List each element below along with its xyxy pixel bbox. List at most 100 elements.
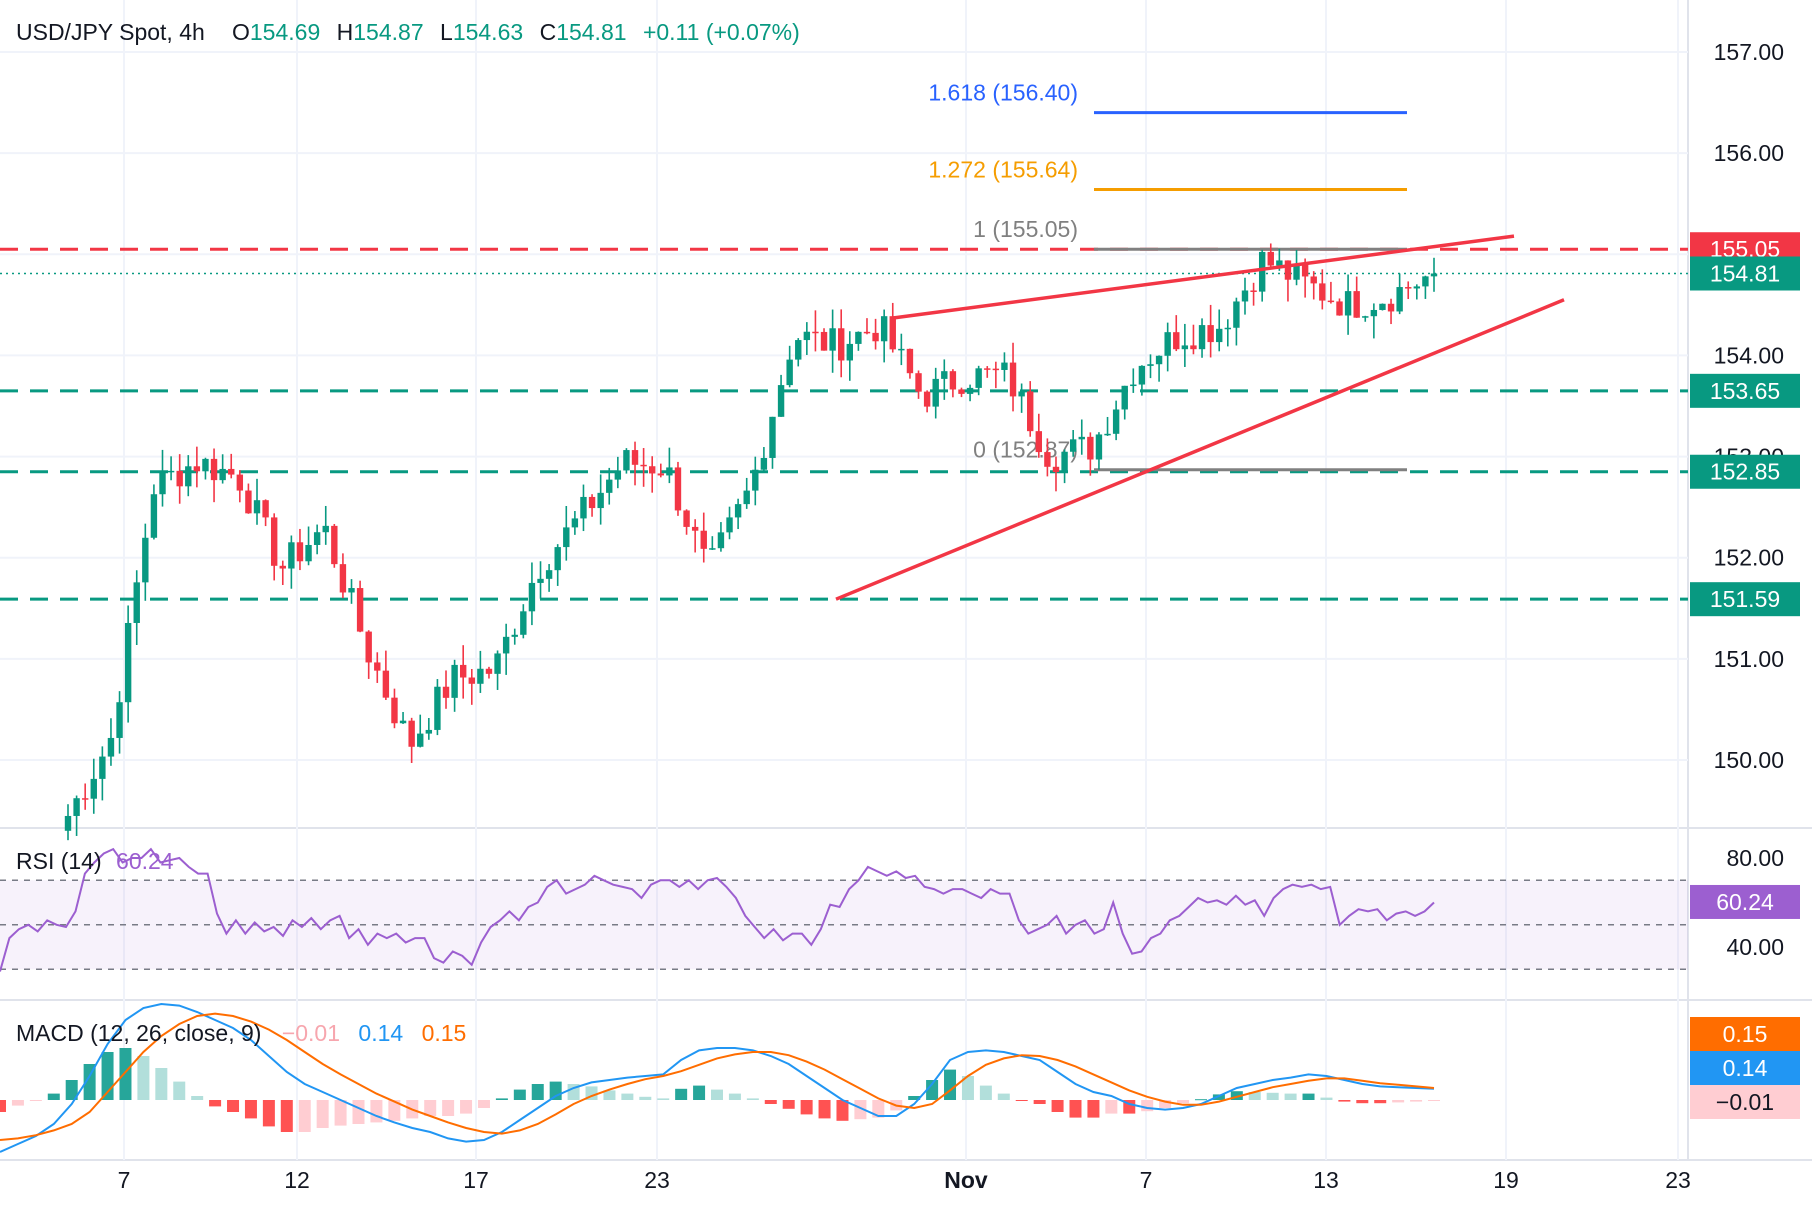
candle-body [202,458,209,472]
last-price-tag [1690,256,1800,291]
candle-body [1387,303,1395,312]
level-price-tag [1690,373,1800,408]
candle-body [958,389,965,394]
time-tick-label: 17 [463,1167,489,1193]
candle-body [425,729,433,734]
macd-histogram-bar [782,1100,795,1109]
macd-histogram-bar [1015,1100,1028,1101]
candle-body [133,582,140,623]
candle-body [623,450,630,471]
fib-label: 1.618 (156.40) [928,80,1078,106]
macd-histogram-bar [908,1096,921,1100]
macd-histogram-bar [800,1100,813,1115]
candle-body [1147,364,1154,366]
candle-body [348,588,355,593]
candle-body [726,517,733,533]
price-tick-label: 152.00 [1714,545,1784,571]
candle-body [417,733,424,747]
candle-body [408,720,415,747]
macd-histogram-bar [603,1090,616,1100]
time-tick-label: 7 [118,1167,131,1193]
rsi-legend[interactable]: RSI (14) 60.24 [16,848,174,874]
candle-body [1087,436,1094,460]
macd-histogram-bar [513,1089,526,1100]
time-tick-label: 23 [644,1167,670,1193]
candle-body [1293,263,1300,280]
candle-body [331,525,338,565]
candle-body [752,469,759,491]
candle-body [1164,332,1171,356]
macd-legend[interactable]: MACD (12, 26, close, 9) −0.01 0.14 0.15 [16,1020,466,1046]
candle-body [459,664,467,678]
macd-histogram-bar [854,1100,867,1120]
candle-body [1104,433,1111,436]
candle-body [159,471,166,495]
macd-histogram-bar [944,1069,957,1100]
candle-body [382,670,390,698]
candle-body [855,331,862,344]
rsi-pane [0,847,1688,972]
fib-label: 1 (155.05) [973,216,1078,242]
candle-body [631,450,639,465]
macd-histogram-bar [83,1064,96,1100]
candle-body [597,492,604,509]
fib-label: 1.272 (155.64) [928,157,1078,183]
candle-body [73,798,80,816]
macd-histogram-bar [316,1100,329,1128]
candle-body [743,490,750,505]
candle-body [374,662,381,671]
macd-histogram-bar [1338,1100,1351,1102]
candle-body [649,466,656,474]
candle-body [176,470,183,487]
time-tick-label: 7 [1140,1167,1153,1193]
candle-body [1207,325,1214,343]
candle-body [1284,260,1292,280]
macd-histogram-bar [227,1100,240,1112]
candle-body [777,385,785,417]
candle-body [356,588,364,632]
candle-body [296,542,304,562]
candle-body [99,756,106,779]
candle-body [674,467,682,511]
time-axis: 7 12 17 23 Nov 7 13 19 23 [118,1167,1691,1193]
price-tick-label: 156.00 [1714,140,1784,166]
rsi-value-tag [1690,884,1800,919]
candle-body [554,547,561,571]
price-tick-label: 157.00 [1714,39,1784,65]
macd-histogram-bar [531,1084,544,1100]
candle-body [683,510,690,527]
candle-body [468,677,475,684]
candle-body [90,778,97,799]
candle-body [64,815,72,831]
macd-histogram-bar [872,1100,885,1118]
candle-body [399,720,407,724]
candle-body [1190,345,1197,350]
macd-histogram-bar [1248,1092,1261,1100]
candle-body [1018,391,1025,397]
macd-histogram-bar [1212,1094,1225,1100]
candle-body [1233,301,1240,328]
last-price-label: 154.81 [1710,261,1780,287]
macd-histogram-bar [352,1100,365,1124]
macd-histogram-bar [334,1100,347,1126]
candle-body [640,464,647,467]
macd-hist-tag-label: −0.01 [1716,1089,1774,1115]
candle-body [442,686,450,698]
candle-body [322,525,329,533]
rsi-line [0,847,1435,972]
macd-histogram-bar [262,1100,275,1127]
candle-body [185,466,192,487]
time-tick-label: Nov [944,1167,988,1193]
candle-body [1155,355,1163,365]
macd-histogram-bar [818,1100,831,1119]
candle-body [1327,300,1335,303]
symbol-title[interactable]: USD/JPY Spot, 4h [16,19,205,45]
macd-histogram-bar [29,1100,42,1101]
macd-histogram-bar [1230,1091,1243,1100]
candle-body [1035,431,1043,453]
macd-histogram-bar [209,1100,222,1107]
candle-body [795,340,802,360]
candles [64,243,1438,841]
